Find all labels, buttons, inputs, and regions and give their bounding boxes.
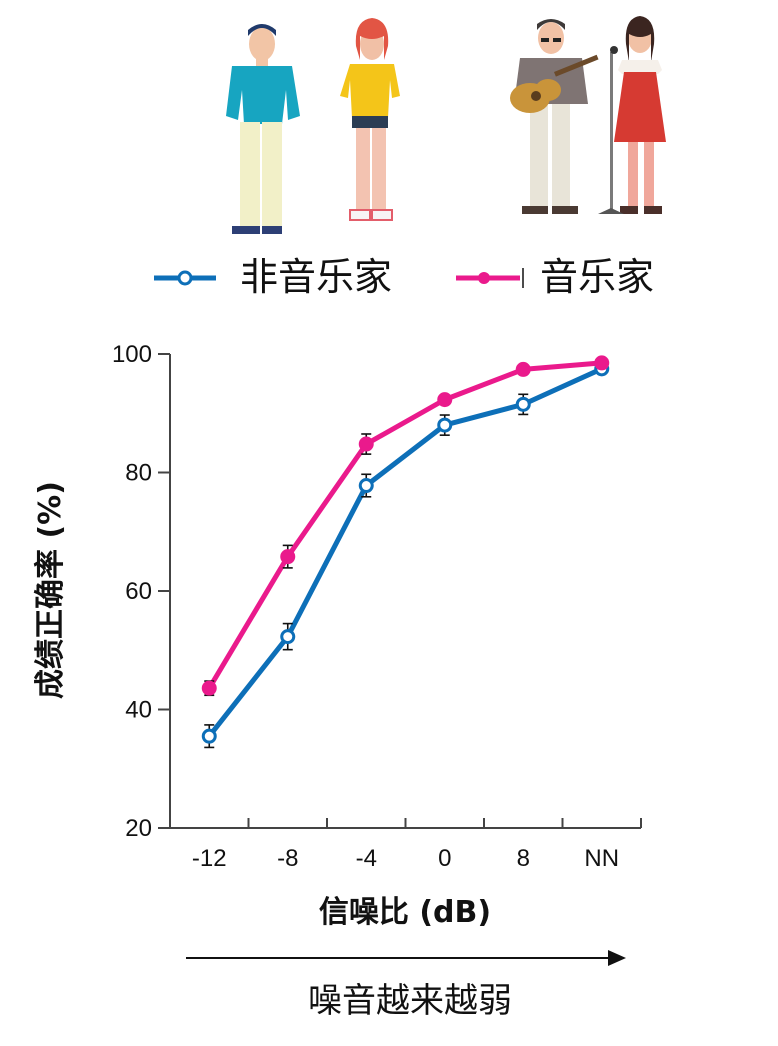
data-point-nonmusician	[515, 396, 531, 412]
guitarist-figure	[510, 19, 599, 214]
man-figure	[226, 24, 300, 234]
series-layer	[201, 355, 610, 749]
legend-item-nonmusician: 非音乐家	[154, 255, 392, 299]
legend-marker-musician	[478, 272, 490, 284]
noise-direction-arrow	[186, 950, 626, 966]
data-point-musician	[515, 361, 531, 377]
data-point-nonmusician	[358, 478, 374, 494]
series-line-nonmusician	[207, 366, 603, 738]
data-point-nonmusician	[280, 629, 296, 645]
y-tick-label: 60	[125, 578, 152, 605]
nonmusicians-illustration	[226, 18, 400, 234]
musicians-illustration	[510, 16, 666, 214]
data-point-nonmusician	[437, 417, 453, 433]
woman-figure	[340, 18, 400, 221]
y-tick-label: 40	[125, 697, 152, 724]
data-point-musician	[437, 392, 453, 408]
x-tick-label: -8	[277, 845, 298, 872]
y-tick-label: 80	[125, 460, 152, 487]
x-tick-label: 8	[517, 845, 530, 872]
singer-figure	[598, 16, 666, 214]
data-point-musician	[358, 436, 374, 452]
x-tick-label: 0	[438, 845, 451, 872]
x-axis-title: 信噪比 (dB)	[319, 895, 491, 930]
x-tick-label: -12	[192, 845, 227, 872]
y-ticks: 20 40 60 80 100	[112, 341, 170, 842]
legend: 非音乐家 音乐家	[154, 255, 654, 299]
plot-area: 20 40 60 80 100 -12 -8 -4 0 8 NN	[112, 341, 642, 872]
noise-annotation: 噪音越来越弱	[308, 981, 512, 1021]
data-point-musician	[594, 355, 610, 371]
legend-label-nonmusician: 非音乐家	[240, 255, 392, 299]
x-tick-label: -4	[356, 845, 377, 872]
x-ticks: -12 -8 -4 0 8 NN	[192, 818, 642, 872]
data-point-musician	[201, 680, 217, 696]
y-axis-title: 成绩正确率 (%)	[33, 481, 68, 699]
series-line-musician	[207, 360, 602, 690]
x-tick-label: NN	[584, 845, 619, 872]
data-point-nonmusician	[201, 728, 217, 744]
legend-marker-nonmusician	[177, 270, 193, 286]
legend-item-musician: 音乐家	[456, 255, 654, 299]
data-point-musician	[280, 549, 296, 565]
y-tick-label: 20	[125, 815, 152, 842]
legend-label-musician: 音乐家	[540, 255, 654, 299]
y-tick-label: 100	[112, 341, 152, 368]
